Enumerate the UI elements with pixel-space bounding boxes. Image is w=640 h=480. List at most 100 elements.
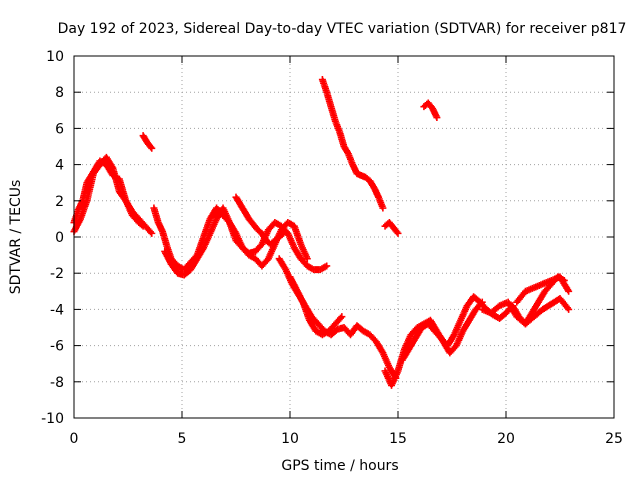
marker-trail bbox=[333, 314, 344, 326]
y-tick-label: -8 bbox=[50, 375, 64, 391]
marker-trail bbox=[363, 175, 372, 184]
marker-trail bbox=[255, 227, 264, 236]
y-tick-label: -2 bbox=[50, 266, 64, 282]
marker-trail bbox=[220, 206, 233, 225]
marker-trail bbox=[373, 340, 386, 355]
data-series bbox=[70, 76, 573, 389]
marker-trail bbox=[240, 245, 252, 258]
marker-trail bbox=[116, 189, 129, 203]
marker-trail bbox=[460, 318, 472, 334]
marker-trail bbox=[259, 231, 269, 243]
x-tick-label: 5 bbox=[178, 431, 187, 447]
marker-trail bbox=[306, 318, 319, 334]
marker-trail bbox=[91, 162, 103, 176]
marker-trail bbox=[328, 326, 340, 338]
data-point-marker bbox=[148, 229, 156, 237]
x-tick-label: 10 bbox=[281, 431, 299, 447]
marker-trail bbox=[318, 263, 329, 273]
marker-trail bbox=[226, 220, 239, 236]
marker-trail bbox=[175, 270, 186, 279]
marker-trail bbox=[247, 252, 258, 262]
marker-trail bbox=[286, 219, 297, 229]
marker-trail bbox=[143, 224, 154, 236]
series-arc-13 bbox=[478, 295, 573, 328]
y-tick-label: 10 bbox=[46, 49, 64, 65]
marker-trail bbox=[298, 256, 310, 268]
y-tick-label: -6 bbox=[50, 339, 64, 355]
series-arc-2 bbox=[70, 153, 147, 236]
marker-trail bbox=[314, 328, 325, 338]
chart-title: Day 192 of 2023, Sidereal Day-to-day VTE… bbox=[58, 21, 627, 37]
series-arc-8 bbox=[286, 273, 346, 339]
marker-trail bbox=[276, 256, 289, 272]
marker-trail bbox=[136, 220, 146, 229]
marker-trail bbox=[412, 325, 425, 341]
grid-lines bbox=[74, 56, 614, 418]
marker-trail bbox=[426, 321, 437, 334]
marker-trail bbox=[130, 213, 141, 225]
marker-trail bbox=[557, 274, 572, 294]
marker-trail bbox=[268, 238, 277, 247]
marker-trail bbox=[386, 220, 397, 231]
x-tick-label: 15 bbox=[389, 431, 407, 447]
series-arc-11 bbox=[381, 298, 486, 389]
series-arc-14 bbox=[513, 273, 573, 306]
data-point-marker bbox=[379, 204, 387, 212]
marker-trail bbox=[341, 144, 351, 156]
marker-trail bbox=[471, 294, 483, 305]
x-tick-label: 0 bbox=[70, 431, 79, 447]
marker-trail bbox=[253, 242, 265, 254]
marker-trail bbox=[123, 199, 135, 217]
marker-trail bbox=[523, 314, 537, 327]
marker-trail bbox=[188, 256, 200, 272]
marker-trail bbox=[457, 304, 470, 322]
marker-trail bbox=[293, 287, 306, 305]
marker-trail bbox=[305, 263, 316, 273]
marker-trail bbox=[535, 289, 548, 305]
data-point-marker bbox=[303, 255, 311, 263]
marker-trail bbox=[83, 172, 97, 203]
marker-trail bbox=[447, 343, 459, 355]
data-point-marker bbox=[338, 313, 346, 321]
marker-trail bbox=[315, 321, 327, 334]
series-arc-5 bbox=[161, 204, 311, 279]
x-axis-label: GPS time / hours bbox=[281, 458, 398, 474]
series-arc-3 bbox=[139, 132, 156, 152]
marker-trail bbox=[391, 225, 401, 236]
marker-trail bbox=[277, 231, 286, 240]
marker-trail bbox=[250, 222, 260, 232]
x-tick-label: 25 bbox=[605, 431, 623, 447]
marker-trail bbox=[264, 238, 273, 247]
marker-trail bbox=[408, 325, 420, 337]
marker-trail bbox=[233, 195, 243, 207]
marker-trail bbox=[140, 133, 151, 145]
marker-trail bbox=[182, 267, 193, 278]
data-point-marker bbox=[394, 229, 402, 237]
marker-trail bbox=[273, 219, 284, 229]
marker-trail bbox=[242, 209, 252, 221]
marker-trail bbox=[309, 314, 321, 326]
marker-trail bbox=[432, 329, 444, 341]
data-point-marker bbox=[139, 222, 147, 230]
marker-trail bbox=[168, 262, 181, 276]
marker-trail bbox=[542, 282, 554, 294]
marker-trail bbox=[505, 300, 520, 319]
marker-trail bbox=[354, 323, 366, 334]
marker-trail bbox=[514, 289, 528, 305]
marker-trail bbox=[103, 155, 116, 171]
marker-trail bbox=[529, 300, 541, 315]
y-axis-label: SDTVAR / TECUs bbox=[8, 180, 24, 295]
y-tick-label: 4 bbox=[55, 158, 64, 174]
series-arc-9 bbox=[318, 76, 387, 212]
marker-trail bbox=[182, 260, 193, 272]
marker-trail bbox=[532, 307, 545, 319]
marker-trail bbox=[445, 332, 457, 348]
data-point-marker bbox=[148, 144, 156, 152]
marker-trail bbox=[383, 220, 392, 229]
marker-trail bbox=[354, 170, 364, 179]
series-arc-10 bbox=[381, 219, 402, 237]
marker-trail bbox=[326, 321, 338, 334]
marker-trail bbox=[491, 312, 502, 321]
marker-trail bbox=[399, 347, 412, 362]
